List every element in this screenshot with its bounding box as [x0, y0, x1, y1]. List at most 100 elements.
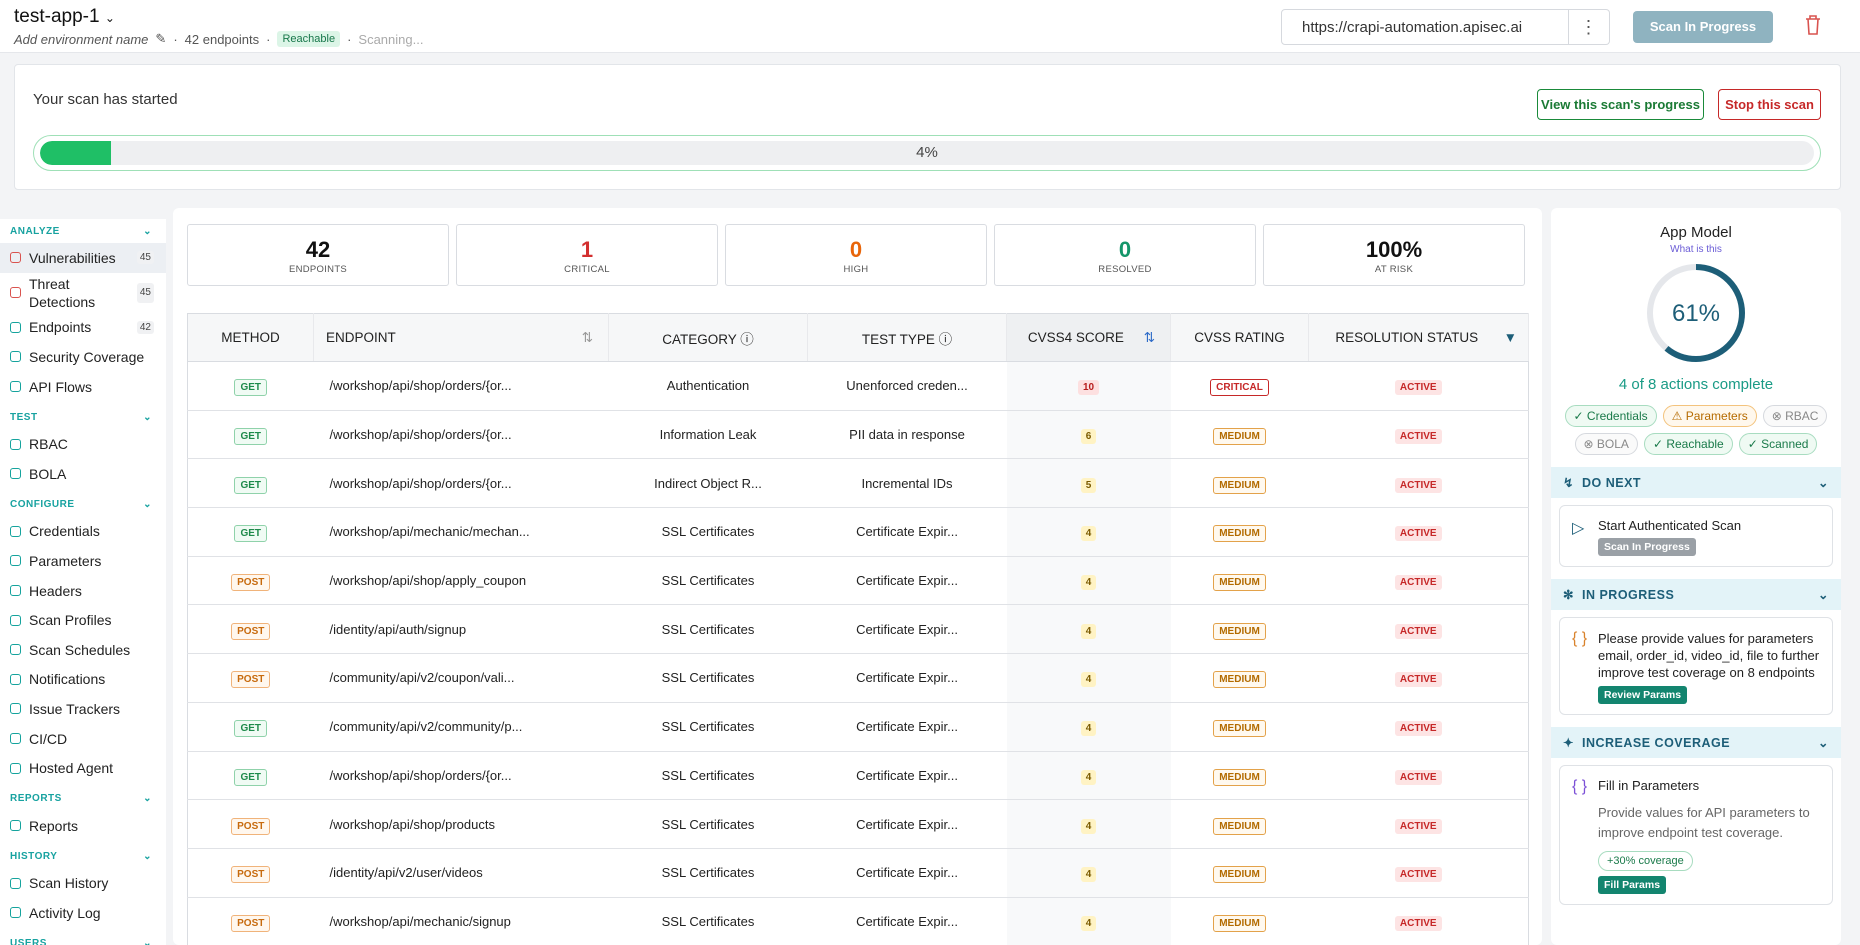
- nav-item[interactable]: Issue Trackers: [0, 694, 166, 724]
- cell-text: SSL Certificates: [661, 719, 755, 735]
- column-header[interactable]: TEST TYPE ⓘ: [807, 313, 1007, 362]
- section-header[interactable]: ANALYZE ⌄: [0, 219, 166, 243]
- nav-item[interactable]: Threat Detections 45: [0, 273, 166, 313]
- nav-item[interactable]: Scan Profiles: [0, 605, 166, 635]
- table-row[interactable]: POST/workshop/api/mechanic/signup SSL Cer…: [187, 897, 1529, 945]
- url-select[interactable]: https://crapi-automation.apisec.ai: [1281, 9, 1569, 45]
- nav-item[interactable]: CI/CD: [0, 724, 166, 754]
- table-row[interactable]: GET/workshop/api/shop/orders/{or... SSL C…: [187, 751, 1529, 801]
- table-row[interactable]: POST/community/api/v2/coupon/vali... SSL …: [187, 653, 1529, 703]
- table-row[interactable]: GET/workshop/api/shop/orders/{or... Infor…: [187, 410, 1529, 460]
- do-next-header[interactable]: ↯ DO NEXT ⌄: [1551, 467, 1841, 498]
- stat-card[interactable]: 100% AT RISK: [1263, 224, 1525, 286]
- table-row[interactable]: GET/workshop/api/mechanic/mechan... SSL C…: [187, 507, 1529, 557]
- cell-text: SSL Certificates: [661, 621, 755, 637]
- nav-item[interactable]: Headers: [0, 576, 166, 606]
- stat-card[interactable]: 0 RESOLVED: [994, 224, 1256, 286]
- rating-badge: MEDIUM: [1213, 574, 1266, 592]
- in-progress-header[interactable]: ✻ IN PROGRESS ⌄: [1551, 579, 1841, 610]
- table-row[interactable]: POST/workshop/api/shop/products SSL Certi…: [187, 799, 1529, 849]
- table-row[interactable]: GET/community/api/v2/community/p... SSL C…: [187, 702, 1529, 752]
- nav-item[interactable]: Credentials: [0, 517, 166, 547]
- table-row[interactable]: POST/identity/api/auth/signup SSL Certifi…: [187, 604, 1529, 655]
- view-progress-button[interactable]: View this scan's progress: [1537, 89, 1704, 120]
- app-selector[interactable]: test-app-1 ⌄: [14, 6, 115, 28]
- nav-item[interactable]: API Flows: [0, 372, 166, 402]
- nav-item[interactable]: Security Coverage: [0, 342, 166, 372]
- column-header[interactable]: CATEGORY ⓘ: [608, 313, 808, 362]
- column-header[interactable]: CVSS RATING: [1170, 313, 1309, 362]
- cell: Certificate Expir...: [807, 897, 1007, 945]
- status-chip[interactable]: ✓ Scanned: [1738, 433, 1818, 455]
- section-header[interactable]: TEST ⌄: [0, 405, 166, 429]
- sort-icon[interactable]: ⇅: [1143, 329, 1155, 345]
- section-header[interactable]: USERS ⌄: [0, 932, 166, 945]
- rating-badge: MEDIUM: [1213, 720, 1266, 738]
- cell-text: /workshop/api/mechanic/mechan...: [329, 524, 530, 540]
- nav-item[interactable]: Endpoints 42: [0, 313, 166, 343]
- section-title: IN PROGRESS: [1581, 587, 1675, 602]
- nav-item[interactable]: Hosted Agent: [0, 753, 166, 783]
- header-label: METHOD: [221, 330, 280, 345]
- stop-scan-button[interactable]: Stop this scan: [1718, 89, 1821, 120]
- edit-icon[interactable]: ✎: [155, 31, 167, 46]
- status-chip[interactable]: ⚠ Parameters: [1662, 405, 1757, 427]
- filter-icon[interactable]: ▼: [1503, 330, 1517, 345]
- column-header[interactable]: ENDPOINT ⇅: [313, 313, 609, 362]
- nav-item[interactable]: Notifications: [0, 665, 166, 695]
- status-chip[interactable]: ⊗ RBAC: [1762, 405, 1828, 427]
- env-name[interactable]: Add environment name: [14, 31, 149, 47]
- column-header[interactable]: CVSS4 SCORE ⇅: [1006, 313, 1171, 362]
- stat-card[interactable]: 1 CRITICAL: [456, 224, 718, 286]
- table-row[interactable]: POST/identity/api/v2/user/videos SSL Cert…: [187, 848, 1529, 898]
- column-header[interactable]: METHOD: [187, 313, 314, 362]
- section-header[interactable]: CONFIGURE ⌄: [0, 493, 166, 517]
- section-header[interactable]: HISTORY ⌄: [0, 845, 166, 869]
- nav-item[interactable]: Activity Log: [0, 898, 166, 928]
- nav-item[interactable]: Scan History: [0, 869, 166, 899]
- status-chip[interactable]: ✓ Credentials: [1564, 405, 1657, 427]
- cell-text: SSL Certificates: [661, 670, 755, 686]
- column-header[interactable]: RESOLUTION STATUS ▼: [1308, 313, 1529, 362]
- nav-item[interactable]: Parameters: [0, 546, 166, 576]
- sort-icon[interactable]: ⇅: [581, 329, 593, 345]
- cell-text: /identity/api/auth/signup: [329, 621, 467, 637]
- table-row[interactable]: GET/workshop/api/shop/orders/{or... Indir…: [187, 458, 1529, 509]
- chevron: ⌄: [143, 411, 152, 423]
- fill-params-button[interactable]: Fill Params: [1598, 876, 1667, 894]
- nav-item[interactable]: Reports: [0, 811, 166, 841]
- nav-item[interactable]: RBAC: [0, 429, 166, 459]
- cell: GET: [187, 507, 314, 557]
- increase-coverage-header[interactable]: ✦ INCREASE COVERAGE ⌄: [1551, 727, 1841, 758]
- nav-item[interactable]: BOLA: [0, 459, 166, 489]
- status-chip[interactable]: ✓ Reachable: [1643, 433, 1733, 455]
- cell-text: /community/api/v2/community/p...: [329, 719, 523, 735]
- header-label: RESOLUTION STATUS: [1335, 330, 1479, 345]
- what-is-this-link[interactable]: What is this: [1670, 244, 1722, 255]
- table-row[interactable]: GET/workshop/api/shop/orders/{or... Authe…: [187, 361, 1529, 411]
- nav-icon: [10, 381, 21, 393]
- chip-label: Parameters: [1685, 409, 1748, 423]
- cell: GET: [187, 458, 314, 509]
- status-chip[interactable]: ⊗ BOLA: [1574, 433, 1638, 455]
- stat-card[interactable]: 0 HIGH: [725, 224, 987, 286]
- nav-item[interactable]: Vulnerabilities 45: [0, 243, 166, 273]
- section-header[interactable]: REPORTS ⌄: [0, 787, 166, 811]
- review-params-button[interactable]: Review Params: [1598, 686, 1688, 704]
- cell: 6: [1006, 410, 1171, 460]
- cell: MEDIUM: [1170, 848, 1309, 898]
- chevron: ⌄: [143, 938, 152, 945]
- cell: GET: [187, 361, 314, 411]
- stat-card[interactable]: 42 ENDPOINTS: [187, 224, 449, 286]
- cell: SSL Certificates: [608, 751, 808, 801]
- nav-label: Notifications: [29, 671, 106, 688]
- cell: ACTIVE: [1308, 507, 1529, 557]
- nav-icon: [10, 585, 21, 597]
- nav-item[interactable]: Scan Schedules: [0, 635, 166, 665]
- scan-button[interactable]: Scan In Progress: [1633, 11, 1773, 43]
- delete-icon[interactable]: [1804, 14, 1822, 36]
- cell: SSL Certificates: [608, 799, 808, 849]
- more-menu[interactable]: ⋮: [1568, 9, 1610, 45]
- table-row[interactable]: POST/workshop/api/shop/apply_coupon SSL C…: [187, 556, 1529, 606]
